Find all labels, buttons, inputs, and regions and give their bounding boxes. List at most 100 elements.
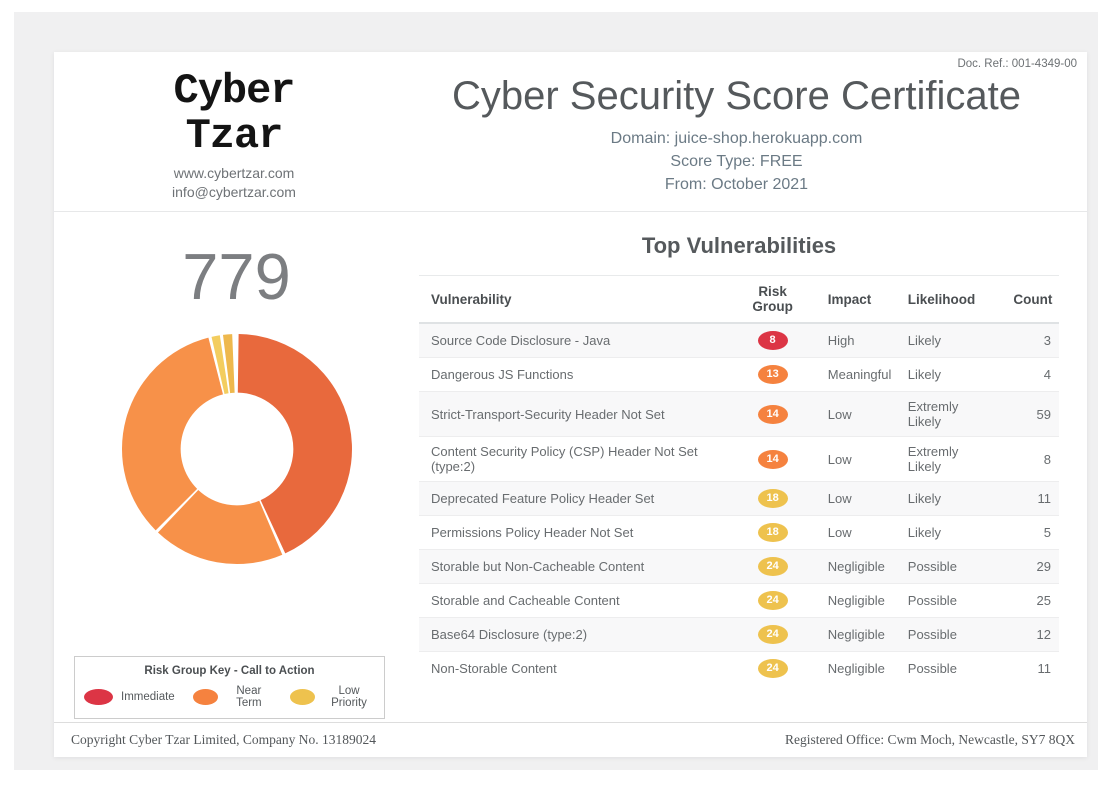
risk-group-badge: 24 [757, 591, 788, 610]
legend-item: Immediate [84, 689, 175, 705]
brand-block: Cyber Tzar www.cybertzar.com info@cybert… [54, 52, 414, 211]
risk-group-badge: 24 [757, 625, 788, 644]
brand-email: info@cybertzar.com [172, 184, 296, 201]
count-cell: 5 [1001, 515, 1059, 550]
col-header-risk-group: Risk Group [729, 275, 816, 324]
certificate-card: Doc. Ref.: 001-4349-00 Cyber Tzar www.cy… [54, 52, 1087, 757]
impact-cell: Negligible [815, 549, 896, 584]
impact-cell: Negligible [815, 583, 896, 618]
likelihood-cell: Possible [895, 651, 1002, 685]
legend-item: Low Priority [289, 685, 375, 709]
likelihood-cell: Likely [895, 515, 1002, 550]
table-row: Source Code Disclosure - Java 8 High Likely… [419, 323, 1059, 358]
security-score: 779 [182, 240, 291, 313]
brand-logo-line1: Cyber [173, 67, 295, 115]
vulnerabilities-column: Top Vulnerabilities Vulnerability Risk G… [419, 212, 1087, 719]
table-row: Content Security Policy (CSP) Header Not… [419, 436, 1059, 482]
brand-contact: www.cybertzar.com info@cybertzar.com [54, 164, 414, 202]
risk-group-cell: 24 [729, 549, 816, 584]
certificate-body: 779 Risk Group Key - Call to Action Imme… [54, 212, 1087, 719]
risk-group-cell: 14 [729, 436, 816, 482]
likelihood-cell: Possible [895, 549, 1002, 584]
col-header-likelihood: Likelihood [895, 275, 1002, 324]
table-row: Storable but Non-Cacheable Content 24 Negl… [419, 549, 1059, 584]
col-header-count: Count [1001, 275, 1059, 324]
legend-swatch-icon [289, 689, 316, 705]
vulnerability-cell: Source Code Disclosure - Java [419, 323, 730, 358]
legend-swatch-icon [84, 689, 113, 705]
risk-group-cell: 8 [729, 323, 816, 358]
certificate-footer: Copyright Cyber Tzar Limited, Company No… [54, 722, 1087, 757]
legend-label: Near Term [236, 685, 262, 709]
count-cell: 3 [1001, 323, 1059, 358]
count-cell: 29 [1001, 549, 1059, 584]
footer-registered-office: Registered Office: Cwm Moch, Newcastle, … [785, 732, 1075, 747]
vulnerability-cell: Permissions Policy Header Not Set [419, 515, 730, 550]
likelihood-cell: Extremly Likely [895, 391, 1002, 437]
count-cell: 12 [1001, 617, 1059, 652]
page-background: Doc. Ref.: 001-4349-00 Cyber Tzar www.cy… [14, 12, 1098, 770]
risk-group-cell: 24 [729, 651, 816, 685]
likelihood-cell: Likely [895, 357, 1002, 392]
impact-cell: Low [815, 391, 896, 437]
vulnerability-cell: Base64 Disclosure (type:2) [419, 617, 730, 652]
donut-segment-amber-yellow [222, 334, 235, 394]
risk-group-badge: 24 [757, 557, 788, 576]
vulnerabilities-title: Top Vulnerabilities [641, 233, 837, 258]
col-header-vulnerability: Vulnerability [419, 275, 730, 324]
score-column: 779 Risk Group Key - Call to Action Imme… [54, 212, 419, 719]
table-row: Permissions Policy Header Not Set 18 Low Li… [419, 515, 1059, 550]
vulnerabilities-table: Vulnerability Risk Group Impact Likeliho… [419, 275, 1059, 685]
impact-cell: Negligible [815, 617, 896, 652]
risk-group-badge: 24 [757, 659, 788, 678]
likelihood-cell: Extremly Likely [895, 436, 1002, 482]
vulnerability-cell: Non-Storable Content [419, 651, 730, 685]
likelihood-cell: Possible [895, 617, 1002, 652]
risk-group-badge: 18 [757, 489, 788, 508]
legend-item: Near Term [192, 685, 272, 709]
impact-cell: Low [815, 515, 896, 550]
risk-group-badge: 14 [757, 404, 788, 424]
risk-legend-title: Risk Group Key - Call to Action [144, 665, 315, 677]
vulnerability-cell: Content Security Policy (CSP) Header Not… [419, 436, 730, 482]
page-title: Cyber Security Score Certificate [451, 74, 1022, 118]
impact-cell: High [815, 323, 896, 358]
title-block: Cyber Security Score Certificate Domain:… [414, 52, 1087, 211]
count-cell: 8 [1001, 436, 1059, 482]
donut-segment-dark-orange [237, 334, 352, 554]
risk-group-badge: 8 [757, 331, 788, 350]
risk-legend-box: Risk Group Key - Call to Action Immediat… [74, 656, 385, 719]
vulnerability-cell: Dangerous JS Functions [419, 357, 730, 392]
doc-ref: Doc. Ref.: 001-4349-00 [957, 58, 1077, 70]
vulnerability-cell: Storable and Cacheable Content [419, 583, 730, 618]
score-type-line: Score Type: FREE [670, 153, 803, 170]
risk-group-cell: 18 [729, 515, 816, 550]
risk-group-cell: 18 [729, 481, 816, 516]
table-row: Base64 Disclosure (type:2) 24 Negligible Po… [419, 617, 1059, 652]
impact-cell: Negligible [815, 651, 896, 685]
risk-group-cell: 13 [729, 357, 816, 392]
risk-group-cell: 14 [729, 391, 816, 437]
col-header-impact: Impact [815, 275, 896, 324]
count-cell: 11 [1001, 651, 1059, 685]
likelihood-cell: Likely [895, 481, 1002, 516]
count-cell: 59 [1001, 391, 1059, 437]
risk-group-badge: 14 [757, 449, 788, 469]
risk-legend-items: Immediate Near Term Low Priority [75, 685, 384, 709]
vulnerability-cell: Storable but Non-Cacheable Content [419, 549, 730, 584]
brand-logo: Cyber Tzar [54, 69, 414, 158]
likelihood-cell: Likely [895, 323, 1002, 358]
risk-donut-chart [121, 334, 352, 565]
table-row: Strict-Transport-Security Header Not Set… [419, 391, 1059, 437]
table-row: Storable and Cacheable Content 24 Negligib… [419, 583, 1059, 618]
count-cell: 11 [1001, 481, 1059, 516]
table-row: Deprecated Feature Policy Header Set 18 Lo… [419, 481, 1059, 516]
table-row: Dangerous JS Functions 13 Meaningful Likely… [419, 357, 1059, 392]
domain-line: Domain: juice-shop.herokuapp.com [610, 130, 863, 147]
brand-website: www.cybertzar.com [173, 165, 295, 182]
legend-swatch-icon [192, 689, 218, 705]
vulnerability-cell: Strict-Transport-Security Header Not Set [419, 391, 730, 437]
risk-group-cell: 24 [729, 583, 816, 618]
impact-cell: Low [815, 436, 896, 482]
certificate-header: Cyber Tzar www.cybertzar.com info@cybert… [54, 52, 1087, 212]
